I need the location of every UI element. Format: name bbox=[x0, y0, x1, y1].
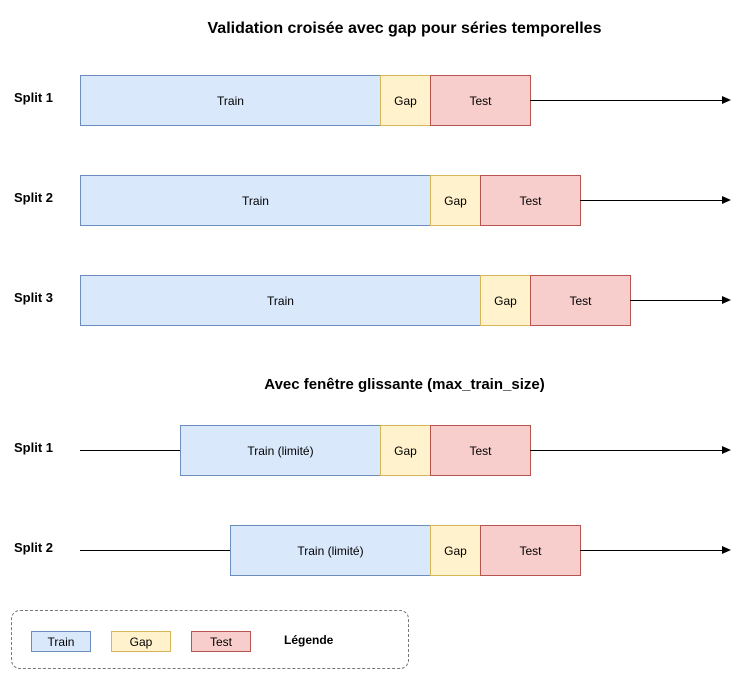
arrowhead-icon bbox=[722, 96, 731, 104]
timeline-arrow bbox=[630, 300, 723, 301]
timeline-arrow bbox=[580, 550, 723, 551]
split-label: Split 1 bbox=[14, 90, 54, 105]
train-limited-block: Train (limité) bbox=[180, 425, 381, 476]
legend-train: Train bbox=[31, 631, 91, 652]
split-label: Split 2 bbox=[14, 190, 54, 205]
split-label: Split 2 bbox=[14, 540, 54, 555]
legend-test: Test bbox=[191, 631, 251, 652]
arrowhead-icon bbox=[722, 196, 731, 204]
diagram-title: Validation croisée avec gap pour séries … bbox=[207, 20, 602, 37]
arrowhead-icon bbox=[722, 446, 731, 454]
gap-block: Gap bbox=[380, 75, 431, 126]
train-limited-block: Train (limité) bbox=[230, 525, 431, 576]
split-label: Split 1 bbox=[14, 440, 54, 455]
legend: Train Gap Test Légende bbox=[11, 610, 409, 669]
gap-block: Gap bbox=[430, 175, 481, 226]
timeline-line bbox=[80, 450, 180, 451]
timeline-arrow bbox=[530, 100, 723, 101]
test-block: Test bbox=[480, 175, 581, 226]
train-block: Train bbox=[80, 75, 381, 126]
arrowhead-icon bbox=[722, 296, 731, 304]
section-subtitle: Avec fenêtre glissante (max_train_size) bbox=[264, 376, 545, 393]
gap-block: Gap bbox=[480, 275, 531, 326]
arrowhead-icon bbox=[722, 546, 731, 554]
timeline-arrow bbox=[530, 450, 723, 451]
gap-block: Gap bbox=[380, 425, 431, 476]
test-block: Test bbox=[480, 525, 581, 576]
timeline-arrow bbox=[580, 200, 723, 201]
train-block: Train bbox=[80, 275, 481, 326]
test-block: Test bbox=[530, 275, 631, 326]
gap-block: Gap bbox=[430, 525, 481, 576]
legend-gap: Gap bbox=[111, 631, 171, 652]
test-block: Test bbox=[430, 425, 531, 476]
legend-label: Légende bbox=[284, 633, 334, 647]
split-label: Split 3 bbox=[14, 290, 54, 305]
test-block: Test bbox=[430, 75, 531, 126]
train-block: Train bbox=[80, 175, 431, 226]
timeline-line bbox=[80, 550, 230, 551]
